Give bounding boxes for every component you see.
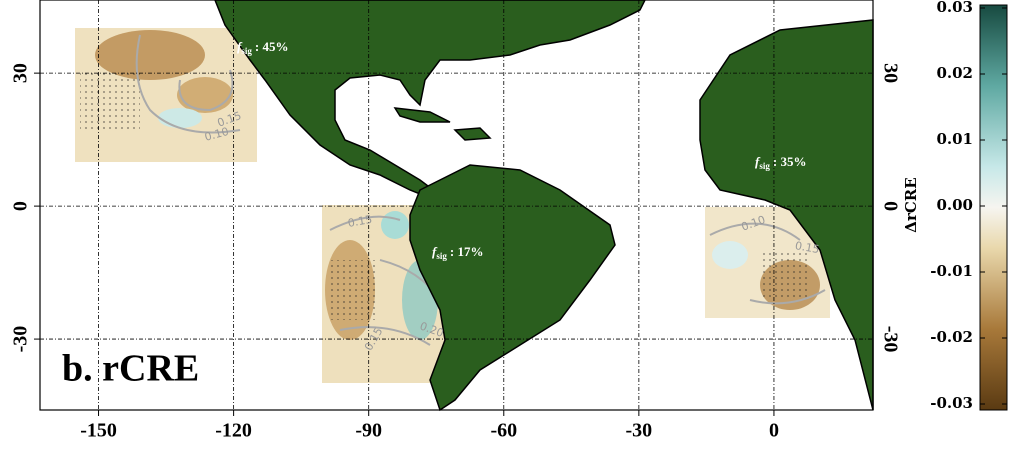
colorbar-tick-label: 0.00 [936,196,973,214]
fsig-subscript: sig [759,161,770,171]
fsig-symbol: f [432,244,438,259]
y-tick-label-right: 30 [879,63,901,83]
x-tick-label: -30 [626,420,653,442]
colorbar-tick-label: -0.01 [930,262,973,280]
contour-label: 0.15 [794,239,820,256]
y-tick-label: 30 [10,63,32,83]
fsig-symbol: f [755,154,761,169]
colorbar-tick-label: -0.03 [930,394,973,412]
x-tick-label: -90 [355,420,382,442]
colorbar-tick-label: -0.02 [930,328,973,346]
x-tick-label: -150 [80,420,117,442]
fsig-annotation: fsig: 35% [755,154,806,171]
fsig-annotation: fsig: 45% [237,39,288,56]
fsig-symbol: f [237,39,243,54]
x-tick-label: -120 [215,420,252,442]
colorbar-tick-label: 0.01 [936,130,973,148]
contour-label: 0.10 [203,125,230,144]
y-tick-label-right: 0 [879,201,901,211]
x-tick-label: 0 [769,420,779,442]
fsig-text: : 35% [773,154,807,169]
fsig-text: : 17% [450,244,484,259]
heatmap-regions [75,28,830,383]
colorbar-label: ΔrCRE [902,177,920,232]
y-tick-label: -30 [10,326,32,353]
y-tick-label: 0 [10,201,32,211]
y-tick-label-right: -30 [879,326,901,353]
x-tick-label: -60 [490,420,517,442]
fsig-subscript: sig [436,251,447,261]
fsig-text: : 45% [255,39,289,54]
colorbar-tick-label: 0.03 [936,0,973,16]
contour-label: 0.15 [347,213,373,230]
fsig-annotation: fsig: 17% [432,244,483,261]
colorbar [979,4,1008,411]
fsig-subscript: sig [241,46,252,56]
land [214,0,874,412]
map-frame [39,0,874,411]
colorbar-tick-label: 0.02 [936,64,973,82]
panel-label: b. rCRE [62,348,199,390]
